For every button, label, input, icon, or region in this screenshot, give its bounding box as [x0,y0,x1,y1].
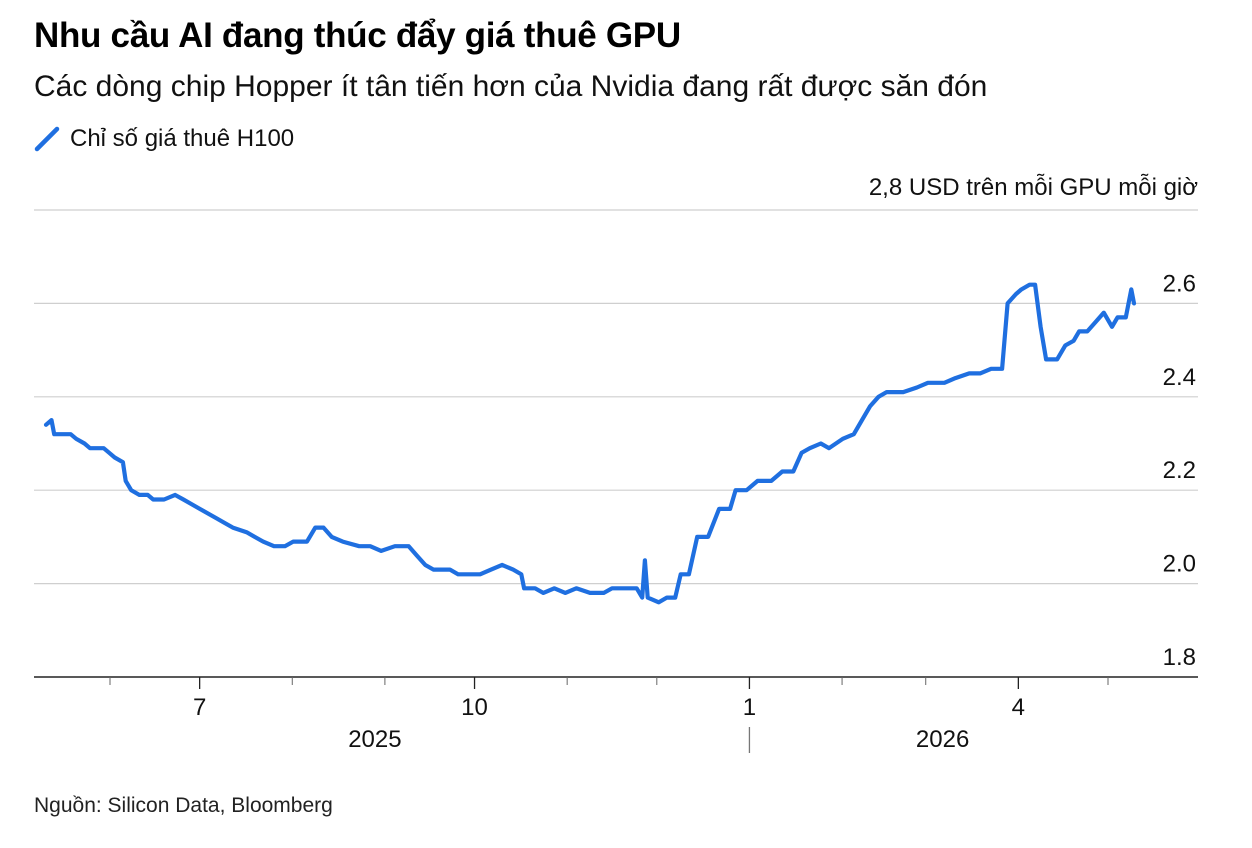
source-note: Nguồn: Silicon Data, Bloomberg [34,794,333,817]
chart-title: Nhu cầu AI đang thúc đẩy giá thuê GPU [34,16,681,55]
x-tick-label: 10 [461,694,488,721]
x-tick-label: 4 [1012,694,1025,721]
series-group [43,282,1137,605]
legend-label: Chỉ số giá thuê H100 [70,125,295,152]
y-tick-label: 2.0 [1163,551,1196,578]
gridlines [34,209,1198,678]
y-tick-label: 2.6 [1163,270,1196,297]
legend-line-icon [34,126,60,152]
y-tick-label: 2.4 [1163,364,1196,391]
chart-subtitle: Các dòng chip Hopper ít tân tiến hơn của… [34,70,988,103]
y-axis-unit-label: 2,8 USD trên mỗi GPU mỗi giờ [868,174,1198,201]
y-tick-label: 1.8 [1163,644,1196,671]
y-tick-label: 2.2 [1163,457,1196,484]
x-year-label: 2025 [348,726,401,753]
x-year-label: 2026 [916,726,969,753]
x-tick-label: 1 [743,694,756,721]
x-tick-label: 7 [193,694,206,721]
y-axis: 2.6 2.4 2.2 2.0 1.8 [1163,270,1196,671]
series-line [43,282,1137,605]
x-axis: 7 10 1 4 2025 2026 [109,677,1109,753]
legend: Chỉ số giá thuê H100 [34,124,294,154]
